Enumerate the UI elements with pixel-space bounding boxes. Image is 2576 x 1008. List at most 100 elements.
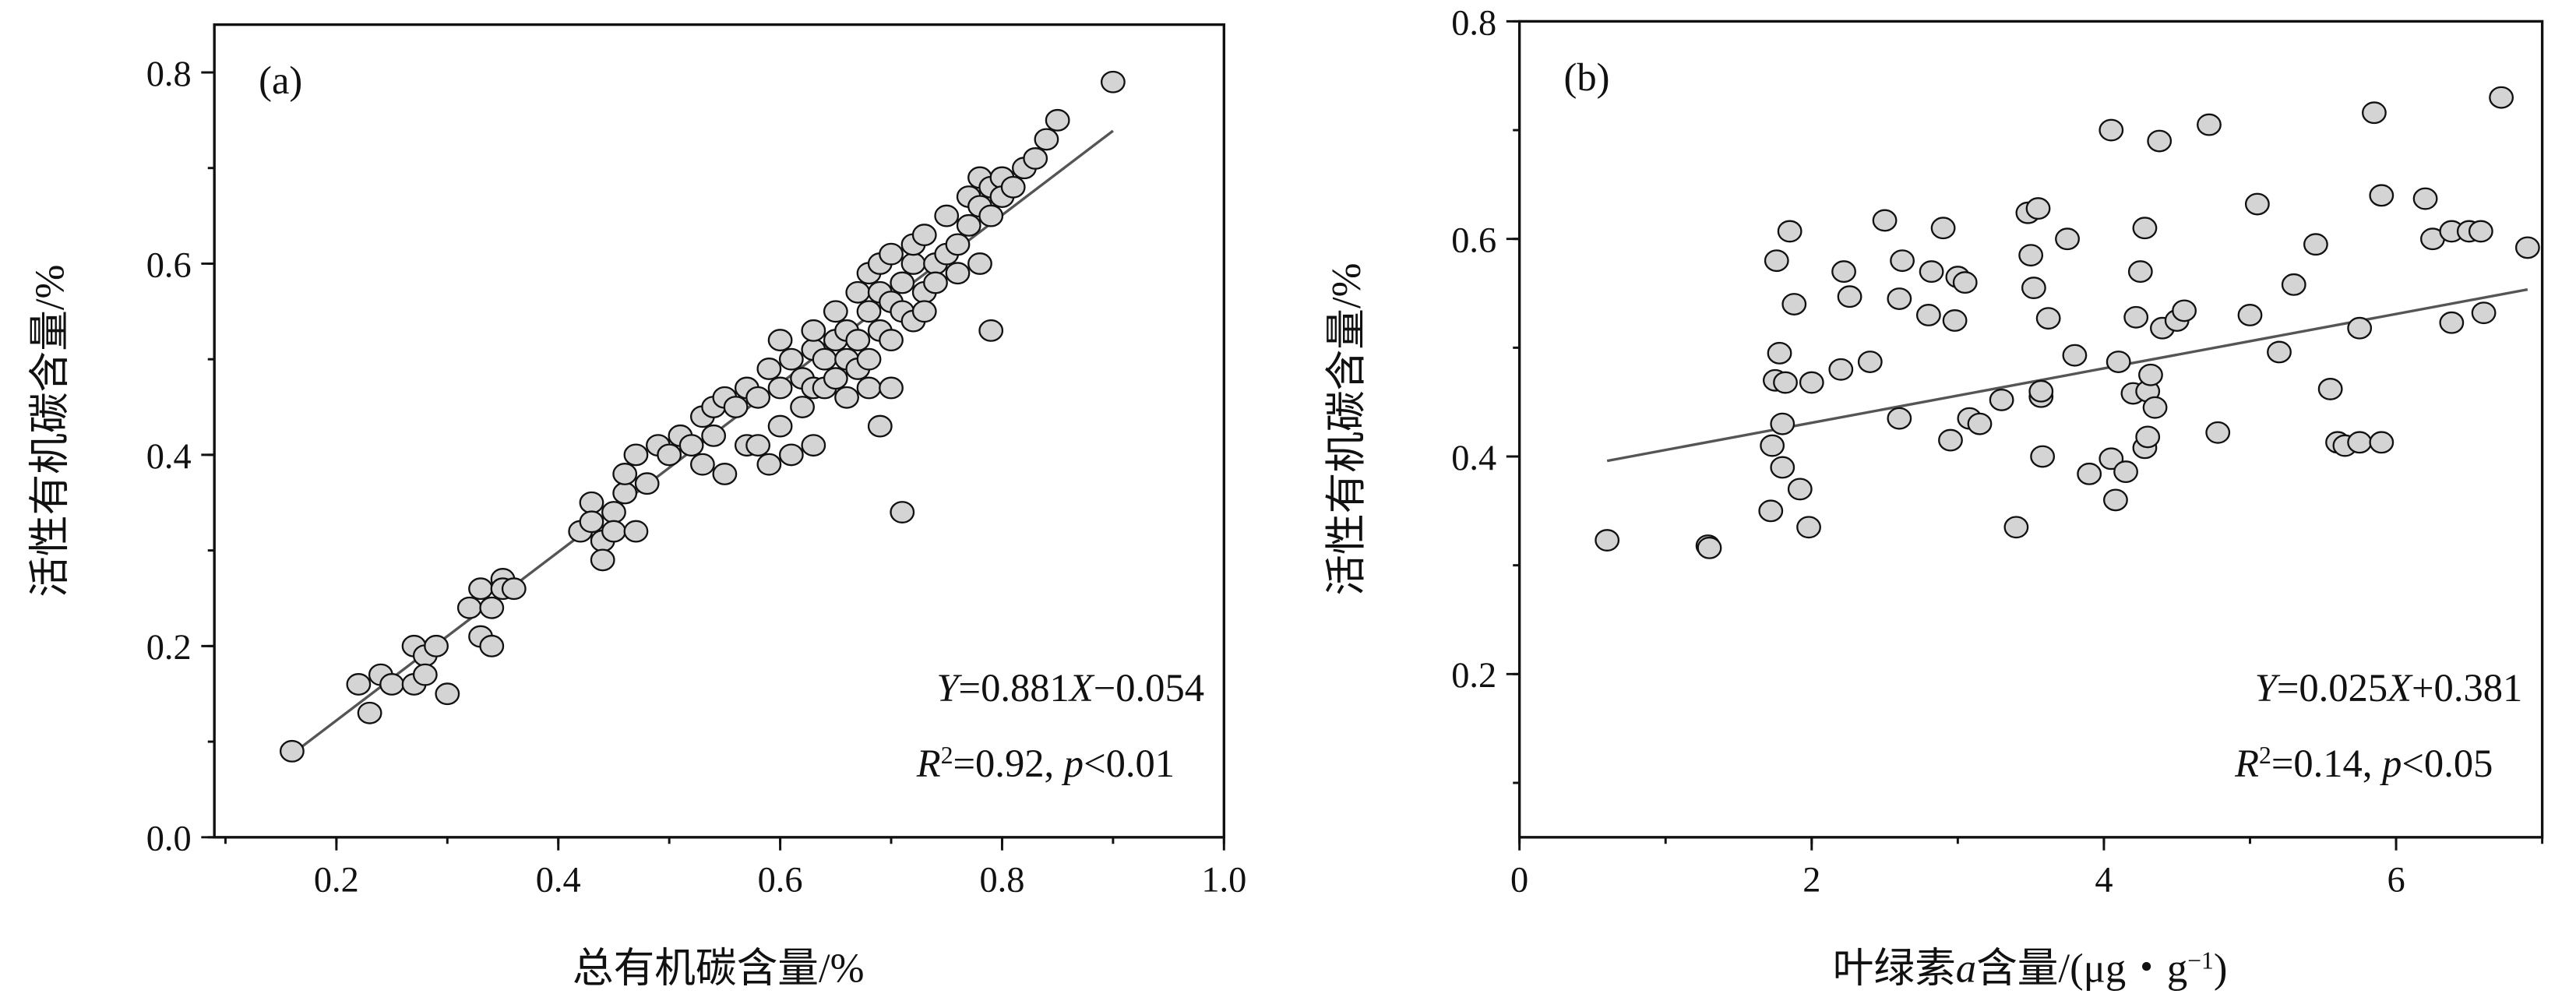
data-point [778, 443, 804, 467]
data-point [856, 376, 882, 400]
data-point [2412, 187, 2438, 210]
data-point [2135, 425, 2161, 449]
data-point [890, 501, 915, 523]
data-point [424, 634, 449, 657]
text-part: 2 [941, 741, 953, 768]
text-part: +0.381 [2412, 666, 2522, 710]
data-point [379, 673, 404, 696]
text-part: a [1956, 946, 1976, 991]
data-point [579, 510, 604, 534]
data-point [2123, 305, 2149, 329]
data-point [923, 271, 948, 294]
data-point [346, 673, 372, 696]
y-tick-label: 0.8 [146, 55, 192, 94]
x-tick-label: 0 [1510, 860, 1528, 900]
data-point [2468, 220, 2493, 243]
regression-line [1606, 287, 2528, 463]
data-point [767, 329, 793, 352]
data-point [2018, 244, 2044, 267]
data-point [2347, 431, 2373, 454]
y-tick-label: 0.4 [146, 437, 192, 477]
data-point [1967, 412, 1993, 435]
data-point [790, 396, 815, 418]
data-point [1952, 271, 1978, 294]
text-part: =0.14, [2271, 742, 2382, 785]
data-point [2369, 184, 2395, 207]
data-point [678, 434, 704, 457]
data-point [890, 271, 915, 294]
data-point [911, 224, 937, 247]
data-point [801, 319, 826, 342]
text-part: <0.01 [1084, 742, 1175, 785]
text-part: Y [2255, 666, 2281, 710]
data-point [2439, 311, 2465, 334]
data-point [479, 596, 505, 619]
data-point [501, 577, 527, 601]
data-point [1887, 407, 1912, 430]
data-point [856, 300, 882, 323]
data-point [2489, 86, 2514, 109]
data-point [657, 443, 682, 467]
data-point [2099, 447, 2124, 471]
y-tick-label: 0.2 [146, 628, 192, 668]
data-point [2369, 431, 2395, 454]
data-point [2062, 344, 2088, 367]
data-point [956, 213, 981, 237]
data-point [1942, 309, 1968, 332]
text-part: =0.025 [2277, 666, 2387, 710]
data-point [723, 396, 749, 418]
data-point [856, 347, 882, 371]
data-point [2471, 301, 2497, 325]
data-point [612, 463, 638, 485]
text-part: p [1062, 742, 1084, 785]
data-point [689, 453, 715, 476]
data-point [1770, 412, 1795, 435]
text-part: −1 [2187, 946, 2214, 974]
text-part: R [916, 742, 941, 785]
data-point [2142, 396, 2168, 419]
data-point [867, 414, 893, 438]
text-part: X [2386, 666, 2413, 710]
data-point [357, 701, 382, 724]
regression-equation: Y=0.025X+0.381 [2255, 666, 2523, 710]
data-point [279, 739, 305, 763]
data-point [745, 434, 771, 457]
data-point [1828, 358, 1854, 381]
y-tick-label: 0.2 [1451, 656, 1496, 696]
data-point [1938, 428, 1963, 452]
y-tick-label: 0.6 [146, 245, 192, 285]
x-tick-label: 1.0 [1201, 860, 1246, 900]
data-point [1915, 304, 1941, 326]
data-point [1767, 341, 1792, 365]
x-axis-label: 总有机碳含量/% [573, 946, 865, 991]
data-point [2347, 316, 2373, 340]
y-tick-label: 0.6 [1451, 221, 1496, 261]
data-point [978, 204, 1004, 227]
data-point [778, 347, 804, 371]
data-point [2132, 217, 2158, 240]
x-axis-label: 叶绿素a含量/(μg・g−1) [1833, 946, 2228, 991]
data-point [879, 376, 904, 400]
data-point [756, 453, 782, 476]
panel-a: 0.2 0.4 0.6 0.8 1.0 0.0 0.2 0.4 0.6 0.8 (a) Y=0.881… [27, 23, 1246, 991]
data-point [756, 358, 782, 380]
panel-label: (a) [259, 58, 302, 102]
data-point [823, 367, 848, 390]
x-tick-label: 6 [2387, 860, 2405, 900]
data-point [701, 424, 727, 447]
text-part: 叶绿素 [1833, 946, 1956, 991]
data-point [767, 376, 793, 400]
data-point [812, 347, 837, 371]
data-point [2103, 488, 2128, 512]
regression-stats: R2=0.92, p<0.01 [916, 741, 1175, 785]
data-point [1919, 260, 1944, 284]
data-point [1799, 371, 1824, 394]
data-point [2237, 304, 2263, 326]
data-point [1760, 434, 1785, 457]
data-point [967, 252, 992, 275]
data-point [1781, 293, 1807, 315]
data-point [1837, 285, 1862, 308]
text-part: ) [2214, 946, 2228, 991]
data-point [601, 501, 626, 523]
text-part: 含量/(μg・g [1976, 946, 2187, 991]
